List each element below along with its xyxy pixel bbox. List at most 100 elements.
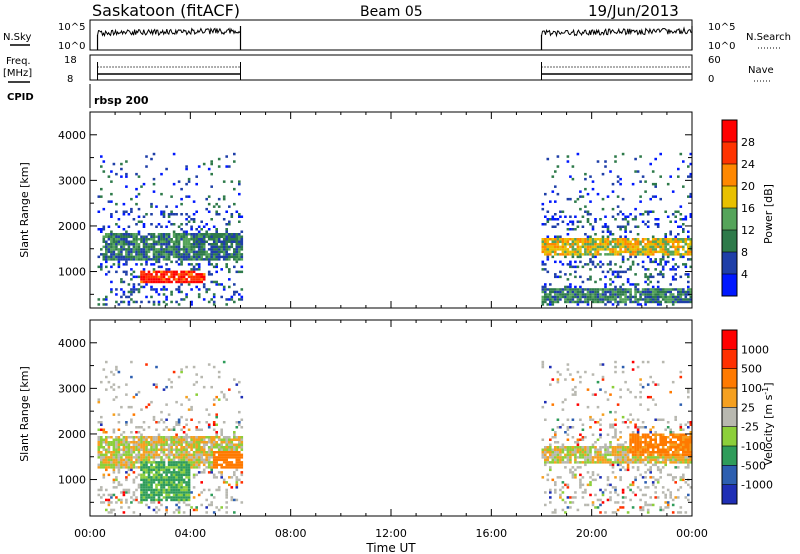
heatmap-cell: [656, 456, 660, 459]
heatmap-cell: [664, 458, 667, 462]
heatmap-cell: [574, 451, 577, 454]
heatmap-cell: [225, 245, 228, 249]
heatmap-cell: [679, 433, 683, 436]
heatmap-cell: [576, 441, 580, 444]
heatmap-cell: [152, 498, 156, 502]
heatmap-cell: [180, 223, 183, 226]
heatmap-cell: [167, 280, 171, 284]
heatmap-cell: [624, 225, 627, 228]
heatmap-cell: [579, 438, 582, 441]
heatmap-cell: [120, 175, 123, 178]
heatmap-cell: [594, 245, 597, 249]
heatmap-cell: [160, 438, 163, 441]
heatmap-cell: [142, 243, 146, 246]
heatmap-cell: [207, 210, 211, 213]
heatmap-cell: [544, 293, 547, 296]
heatmap-cell: [639, 426, 642, 429]
heatmap-cell: [180, 228, 183, 231]
heatmap-cell: [641, 421, 645, 424]
heatmap-cell: [594, 461, 597, 464]
heatmap-cell: [207, 167, 211, 171]
heatmap-cell: [671, 243, 675, 246]
heatmap-cell: [589, 418, 592, 421]
heatmap-cell: [561, 508, 565, 512]
heatmap-cell: [554, 436, 557, 439]
heatmap-cell: [661, 418, 665, 421]
heatmap-cell: [238, 456, 241, 459]
heatmap-cell: [150, 481, 153, 484]
heatmap-cell: [170, 436, 173, 439]
heatmap-cell: [152, 235, 156, 238]
heatmap-cell: [644, 250, 647, 254]
heatmap-cell: [180, 238, 183, 241]
heatmap-cell: [631, 245, 635, 249]
heatmap-cell: [170, 488, 173, 492]
heatmap-cell: [554, 290, 557, 294]
heatmap-cell: [117, 240, 121, 243]
heatmap-cell: [566, 228, 570, 231]
heatmap-cell: [546, 210, 550, 213]
heatmap-cell: [596, 458, 600, 462]
colorbar-tick-label: -500: [741, 459, 766, 472]
heatmap-cell: [205, 408, 208, 411]
heatmap-cell: [564, 295, 567, 299]
heatmap-cell: [677, 240, 680, 243]
heatmap-cell: [125, 260, 128, 264]
heatmap-cell: [135, 240, 138, 243]
heatmap-cell: [556, 243, 560, 246]
heatmap-cell: [621, 506, 625, 509]
heatmap-cell: [564, 240, 567, 243]
heatmap-cell: [140, 285, 143, 289]
heatmap-cell: [544, 283, 547, 286]
heatmap-cell: [200, 461, 203, 464]
heatmap-cell: [165, 448, 168, 451]
heatmap-cell: [228, 436, 231, 439]
heatmap-cell: [167, 220, 171, 223]
heatmap-cell: [142, 481, 146, 484]
heatmap-cell: [132, 441, 136, 444]
heatmap-cell: [228, 476, 231, 479]
heatmap-cell: [669, 175, 672, 178]
heatmap-cell: [556, 298, 560, 301]
cpid-label: CPID: [7, 92, 34, 103]
heatmap-cell: [611, 280, 615, 284]
heatmap-cell: [195, 438, 198, 441]
heatmap-cell: [177, 233, 181, 236]
heatmap-cell: [579, 285, 582, 289]
heatmap-cell: [599, 298, 602, 301]
heatmap-cell: [687, 230, 690, 233]
heatmap-cell: [225, 496, 228, 499]
heatmap-cell: [220, 245, 223, 249]
heatmap-cell: [596, 243, 600, 246]
heatmap-cell: [634, 451, 637, 454]
heatmap-cell: [170, 451, 173, 454]
heatmap-cell: [190, 288, 193, 291]
heatmap-cell: [584, 436, 587, 439]
heatmap-cell: [212, 473, 216, 477]
heatmap-cell: [190, 255, 193, 259]
heatmap-cell: [185, 273, 188, 276]
heatmap-cell: [185, 451, 188, 454]
heatmap-cell: [601, 446, 605, 449]
heatmap-cell: [240, 288, 244, 291]
heatmap-cell: [601, 225, 605, 228]
heatmap-cell: [674, 263, 677, 266]
heatmap-cell: [135, 300, 138, 304]
heatmap-cell: [621, 260, 625, 264]
heatmap-cell: [132, 498, 136, 502]
heatmap-cell: [677, 458, 680, 462]
heatmap-cell: [212, 436, 216, 439]
heatmap-cell: [579, 466, 582, 469]
heatmap-cell: [624, 380, 627, 384]
heatmap-cell: [135, 466, 138, 469]
heatmap-cell: [165, 263, 168, 266]
heatmap-cell: [155, 463, 158, 467]
heatmap-cell: [606, 433, 610, 436]
heatmap-cell: [664, 501, 667, 504]
heatmap-cell: [556, 300, 560, 304]
heatmap-cell: [556, 451, 560, 454]
heatmap-cell: [233, 233, 236, 236]
heatmap-cell: [589, 446, 592, 449]
heatmap-cell: [564, 238, 567, 241]
heatmap-cell: [611, 290, 615, 294]
